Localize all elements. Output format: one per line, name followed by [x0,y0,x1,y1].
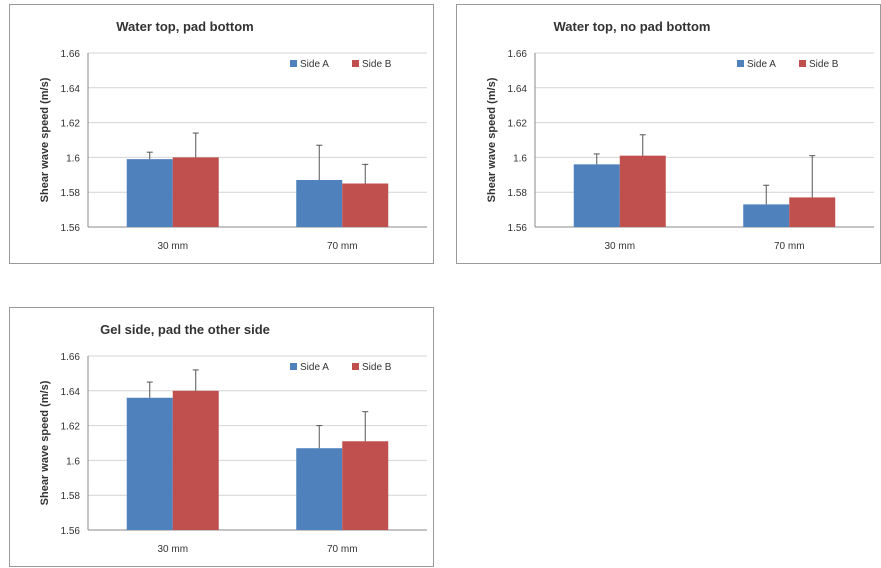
bar-side-b-70-mm [789,197,836,227]
x-tick-label: 30 mm [604,241,635,252]
legend-swatch [290,363,297,370]
y-tick-label: 1.56 [61,526,81,537]
chart-title: Water top, no pad bottom [554,19,711,34]
chart-water-top-no-pad-bottom: Water top, no pad bottom Shear wave speed… [456,4,881,264]
y-tick-label: 1.6 [66,153,80,164]
y-tick-label: 1.62 [508,119,528,130]
bar-side-b-30-mm [619,155,666,227]
bar-side-a-70-mm [296,180,343,227]
y-tick-label: 1.66 [61,352,81,363]
bar-side-a-70-mm [743,204,790,227]
legend-label: Side B [362,59,392,70]
y-tick-label: 1.66 [61,49,81,60]
legend-label: Side A [300,362,329,373]
x-tick-label: 30 mm [157,241,188,252]
legend-label: Side B [362,362,392,373]
bar-side-a-30-mm [126,397,173,530]
y-tick-label: 1.6 [66,456,80,467]
y-tick-label: 1.56 [508,223,528,234]
bar-side-a-30-mm [126,159,173,227]
y-tick-label: 1.64 [61,387,81,398]
y-tick-label: 1.62 [61,422,81,433]
y-tick-label: 1.64 [508,84,528,95]
chart-water-top-pad-bottom: Water top, pad bottom Shear wave speed (m… [9,4,434,264]
chart-gel-side-pad-other-side: Gel side, pad the other side Shear wave s… [9,307,434,567]
legend-swatch [737,60,744,67]
legend-swatch [352,363,359,370]
legend-label: Side A [300,59,329,70]
y-tick-label: 1.6 [513,153,527,164]
x-tick-label: 30 mm [157,544,188,555]
y-axis-label: Shear wave speed (m/s) [39,380,51,505]
y-tick-label: 1.62 [61,119,81,130]
y-axis-label: Shear wave speed (m/s) [486,77,498,202]
x-tick-label: 70 mm [774,241,805,252]
x-tick-label: 70 mm [327,241,358,252]
chart-title: Water top, pad bottom [116,19,253,34]
bar-side-a-30-mm [573,164,620,227]
bar-side-b-70-mm [342,441,389,530]
chart-svg: Water top, pad bottom Shear wave speed (m… [39,19,427,252]
y-tick-label: 1.56 [61,223,81,234]
y-tick-label: 1.66 [508,49,528,60]
legend-label: Side B [809,59,839,70]
bar-side-b-30-mm [172,157,219,227]
legend-swatch [352,60,359,67]
legend-label: Side A [747,59,776,70]
chart-svg: Gel side, pad the other side Shear wave s… [39,322,427,555]
bar-side-a-70-mm [296,448,343,530]
legend-swatch [799,60,806,67]
bar-side-b-70-mm [342,183,389,227]
bar-side-b-30-mm [172,390,219,530]
y-axis-label: Shear wave speed (m/s) [39,77,51,202]
x-tick-label: 70 mm [327,544,358,555]
legend-swatch [290,60,297,67]
y-tick-label: 1.58 [508,188,528,199]
y-tick-label: 1.58 [61,188,81,199]
chart-title: Gel side, pad the other side [100,322,270,337]
chart-svg: Water top, no pad bottom Shear wave speed… [486,19,874,252]
y-tick-label: 1.58 [61,491,81,502]
y-tick-label: 1.64 [61,84,81,95]
